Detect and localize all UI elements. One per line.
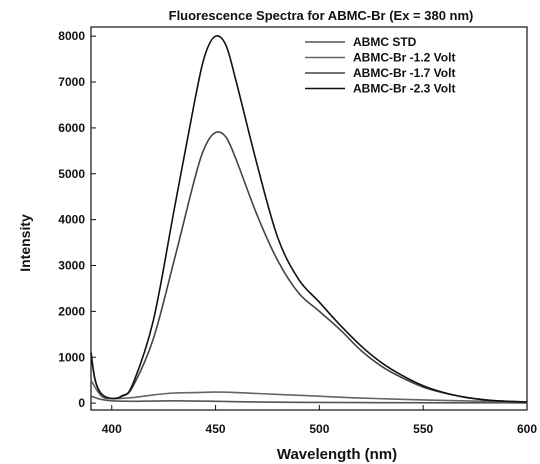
- x-axis-label: Wavelength (nm): [277, 446, 397, 463]
- series-lines: [90, 35, 528, 404]
- y-tick-label: 8000: [58, 29, 85, 43]
- series-line-abmc-std: [90, 395, 528, 404]
- series-line-abmc-br-1-7-volt: [90, 131, 528, 403]
- chart-title: Fluorescence Spectra for ABMC-Br (Ex = 3…: [169, 8, 474, 23]
- y-axis-ticks: 0 1000 2000 3000 4000 5000 6000 7000 8000: [58, 29, 96, 410]
- y-axis-label: Intensity: [17, 214, 33, 272]
- x-tick-label: 500: [309, 422, 329, 436]
- y-tick-label: 4000: [58, 213, 85, 227]
- series-line-abmc-br-2-3-volt: [90, 35, 528, 403]
- series-line-abmc-br-1-2-volt: [90, 379, 528, 403]
- y-tick-label: 3000: [58, 259, 85, 273]
- plot-frame: [90, 26, 528, 411]
- legend-entry: ABMC-Br -2.3 Volt: [353, 82, 455, 96]
- y-tick-label: 6000: [58, 121, 85, 135]
- x-axis-ticks: 400 450 500 550 600: [102, 405, 537, 436]
- y-tick-label: 1000: [58, 350, 85, 364]
- y-tick-label: 2000: [58, 304, 85, 318]
- y-tick-label: 0: [78, 396, 85, 410]
- legend-entry: ABMC-Br -1.7 Volt: [353, 66, 455, 80]
- y-tick-label: 7000: [58, 75, 85, 89]
- x-tick-label: 600: [517, 422, 537, 436]
- x-tick-label: 450: [206, 422, 226, 436]
- legend-entry: ABMC STD: [353, 35, 417, 49]
- legend-entry: ABMC-Br -1.2 Volt: [353, 51, 455, 65]
- x-tick-label: 400: [102, 422, 122, 436]
- y-tick-label: 5000: [58, 167, 85, 181]
- x-tick-label: 550: [413, 422, 433, 436]
